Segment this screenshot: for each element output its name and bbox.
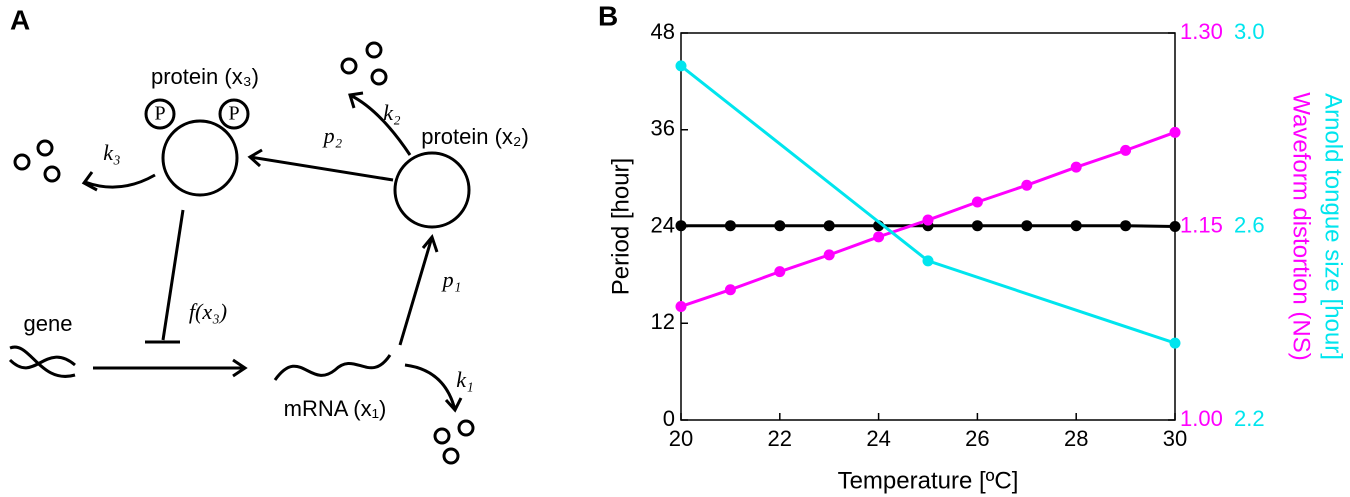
mrna — [273, 354, 392, 381]
x-tick-label: 24 — [866, 426, 890, 451]
point — [1021, 179, 1033, 191]
protein-node — [161, 119, 239, 197]
dna — [8, 345, 76, 378]
y3-axis-label: Arnold tongue size [hour] — [1320, 93, 1347, 360]
node-label: protein (x₂) — [421, 124, 529, 149]
rate-label: k₁ — [456, 367, 473, 392]
degradation — [13, 41, 475, 465]
series-line — [680, 64, 1176, 345]
y3-tick-label: 2.2 — [1234, 406, 1265, 431]
phospho — [218, 98, 250, 130]
point — [922, 255, 934, 267]
point — [971, 196, 983, 208]
y-axis-label: Period [hour] — [607, 158, 634, 295]
point — [971, 220, 983, 232]
point — [724, 284, 736, 296]
panel-label: A — [10, 4, 30, 35]
node-label: protein (x₃) — [151, 64, 259, 89]
arrow — [348, 91, 412, 156]
arrow — [81, 171, 156, 192]
y2-tick-label: 1.00 — [1180, 406, 1223, 431]
y-tick-label: 48 — [651, 19, 675, 44]
point — [1070, 220, 1082, 232]
x-axis-label: Temperature [ºC] — [838, 467, 1019, 494]
y3-tick-label: 3.0 — [1234, 19, 1265, 44]
y-tick-label: 12 — [651, 309, 675, 334]
phospho-label: P — [154, 103, 165, 125]
rate-label: p₁ — [441, 267, 462, 292]
rate-label: k₂ — [383, 100, 401, 125]
point — [724, 220, 736, 232]
panel-label: B — [598, 0, 618, 31]
y3-tick-label: 2.6 — [1234, 212, 1265, 237]
inhibition — [145, 209, 185, 344]
point — [774, 266, 786, 278]
y2-tick-label: 1.30 — [1180, 19, 1223, 44]
x-tick-label: 28 — [1064, 426, 1088, 451]
point — [1120, 144, 1132, 156]
rate-label: k₃ — [103, 140, 120, 165]
protein-node — [393, 151, 471, 229]
y-tick-label: 0 — [663, 406, 675, 431]
point — [1021, 220, 1033, 232]
point — [922, 214, 934, 226]
point — [774, 220, 786, 232]
function-label: f(x₃) — [189, 299, 227, 324]
point — [1120, 220, 1132, 232]
arrow — [398, 233, 439, 346]
point — [1169, 221, 1181, 232]
point — [675, 220, 687, 232]
y-tick-label: 24 — [651, 212, 675, 237]
node-label: gene — [24, 311, 73, 336]
point — [823, 249, 835, 261]
x-tick-label: 20 — [669, 426, 693, 451]
x-tick-label: 22 — [768, 426, 792, 451]
panel-b: B 20 22 24 26 28 30 0 12 24 36 48 1.00 1.15 1.30 2.2 2.… — [598, 0, 1347, 494]
point — [675, 300, 687, 312]
point — [1169, 126, 1181, 138]
y2-tick-label: 1.15 — [1180, 212, 1223, 237]
point — [675, 60, 687, 72]
point — [1070, 161, 1082, 173]
y-tick-label: 36 — [651, 116, 675, 141]
point — [1169, 337, 1181, 349]
phospho-label: P — [228, 103, 239, 125]
phospho — [144, 98, 176, 130]
panel-a: A protein (x₃) P P k₃ f(x₃) gene mRNA (x… — [8, 4, 529, 465]
arrow — [404, 363, 463, 413]
node-label: mRNA (x₁) — [284, 396, 387, 421]
arrow — [93, 358, 248, 378]
rate-label: p₂ — [322, 123, 343, 148]
y2-axis-label: Waveform distortion (NS) — [1288, 92, 1315, 361]
point — [873, 231, 885, 243]
arrow — [247, 148, 394, 182]
point — [823, 220, 835, 232]
x-tick-label: 26 — [965, 426, 989, 451]
x-tick-label: 30 — [1163, 426, 1187, 451]
